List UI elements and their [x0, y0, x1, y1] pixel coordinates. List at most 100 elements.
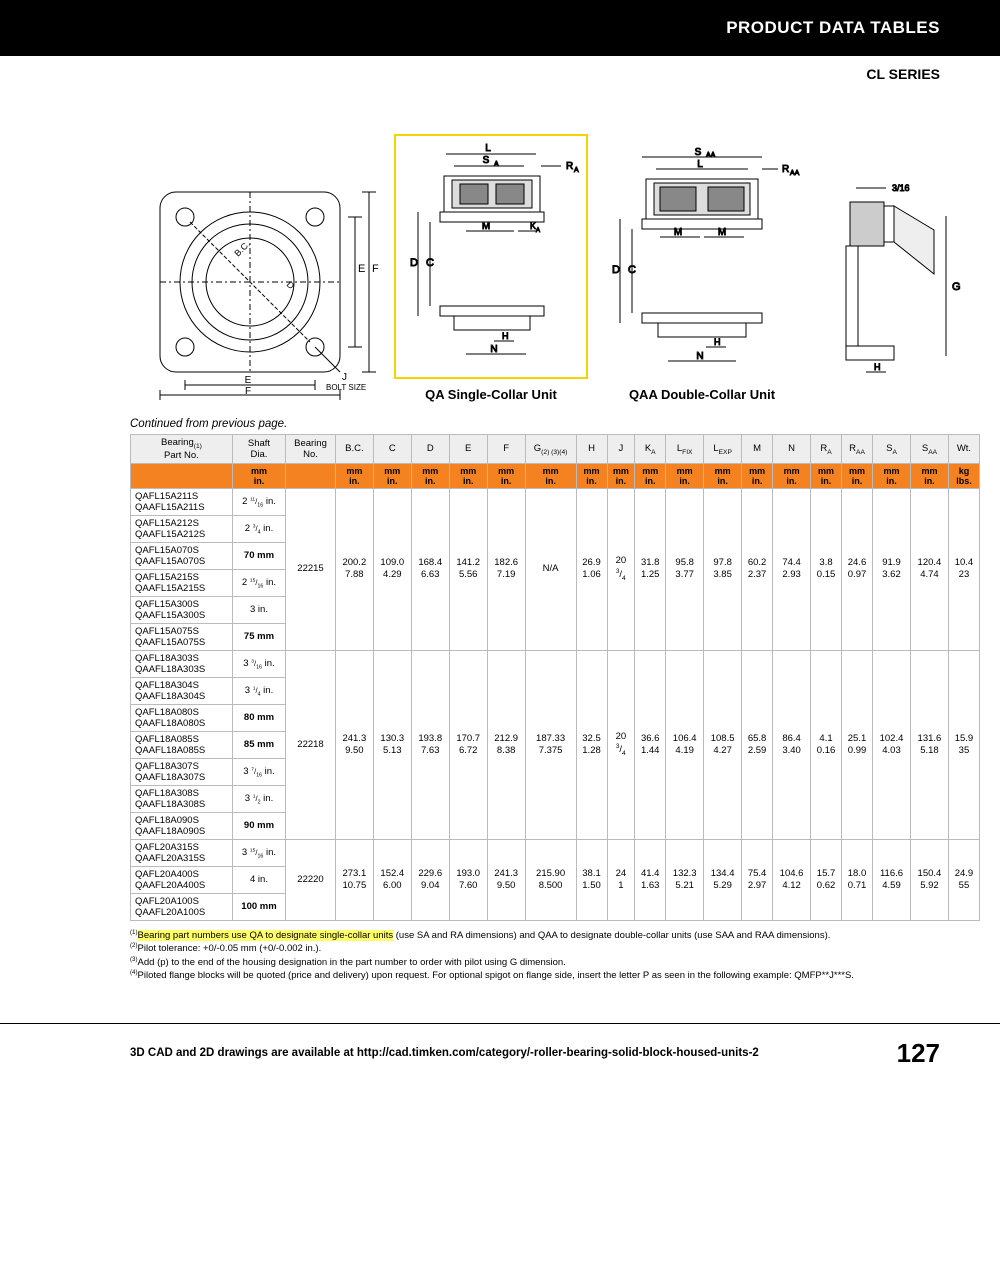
unit-header [286, 463, 336, 488]
dim-value: 74.42.93 [773, 488, 811, 650]
col-header: G(2) (3)(4) [525, 435, 576, 464]
diagram-row: E F E F J BOLT SIZE B.C. D L SA RA [0, 82, 1000, 412]
footnotes: (1)Bearing part numbers use QA to design… [0, 921, 1000, 983]
part-number: QAFL15A215SQAAFL15A215S [131, 569, 233, 596]
shaft-dia: 3 7/16 in. [232, 758, 285, 785]
dim-value: 15.935 [948, 650, 979, 839]
svg-text:D: D [612, 264, 620, 276]
dim-value: 120.44.74 [910, 488, 948, 650]
bearing-no: 22215 [286, 488, 336, 650]
svg-text:E: E [245, 375, 252, 386]
dim-value: 32.51.28 [576, 650, 607, 839]
svg-text:R: R [782, 164, 789, 175]
svg-text:H: H [714, 337, 721, 347]
dim-value: 24.955 [948, 839, 979, 920]
dim-value: 141.25.56 [449, 488, 487, 650]
svg-text:N: N [490, 344, 497, 355]
dim-value: 26.91.06 [576, 488, 607, 650]
col-header: LFIX [666, 435, 704, 464]
part-number: QAFL15A211SQAAFL15A211S [131, 488, 233, 515]
unit-header: mmin. [910, 463, 948, 488]
dim-value: 18.00.71 [842, 839, 873, 920]
svg-text:D: D [285, 279, 297, 291]
svg-text:R: R [566, 161, 573, 172]
part-number: QAFL15A300SQAAFL15A300S [131, 596, 233, 623]
footnote-1b: (use SA and RA dimensions) and QAA to de… [396, 930, 831, 941]
diagram-side: 3/16 H G [816, 166, 976, 402]
svg-text:AA: AA [790, 170, 800, 177]
unit-header [131, 463, 233, 488]
unit-header: mmin. [525, 463, 576, 488]
dim-value: 10.423 [948, 488, 979, 650]
part-number: QAFL18A085SQAAFL18A085S [131, 731, 233, 758]
dim-value: 212.98.38 [487, 650, 525, 839]
unit-header: mmin. [411, 463, 449, 488]
shaft-dia: 3 in. [232, 596, 285, 623]
dim-value: 91.93.62 [873, 488, 911, 650]
dim-value: 241.39.50 [487, 839, 525, 920]
dim-value: 36.61.44 [635, 650, 666, 839]
dim-value: 3.80.15 [811, 488, 842, 650]
dim-value: 24.60.97 [842, 488, 873, 650]
dim-value: 38.11.50 [576, 839, 607, 920]
dim-value: 130.35.13 [373, 650, 411, 839]
shaft-dia: 80 mm [232, 704, 285, 731]
unit-header: mmin. [576, 463, 607, 488]
unit-header: mmin. [373, 463, 411, 488]
dim-value: 95.83.77 [666, 488, 704, 650]
col-header: SAA [910, 435, 948, 464]
part-number: QAFL18A080SQAAFL18A080S [131, 704, 233, 731]
dim-value: 132.35.21 [666, 839, 704, 920]
svg-text:BOLT SIZE: BOLT SIZE [326, 383, 366, 392]
dim-value: 241.39.50 [335, 650, 373, 839]
unit-header: mmin. [232, 463, 285, 488]
data-table-wrap: Bearing(1)Part No.ShaftDia.BearingNo.B.C… [0, 434, 1000, 921]
diagram-qaa: SAA L RAA M M H N D C [602, 143, 802, 402]
qa-caption: QA Single-Collar Unit [425, 387, 557, 402]
shaft-dia: 2 3/4 in. [232, 515, 285, 542]
part-number: QAFL15A070SQAAFL15A070S [131, 542, 233, 569]
unit-header: mmin. [335, 463, 373, 488]
unit-header: mmin. [842, 463, 873, 488]
part-number: QAFL18A303SQAAFL18A303S [131, 650, 233, 677]
col-header: Bearing(1)Part No. [131, 435, 233, 464]
series-label: CL SERIES [0, 56, 1000, 82]
svg-text:C: C [426, 257, 434, 269]
dim-value: 200.27.88 [335, 488, 373, 650]
shaft-dia: 4 in. [232, 866, 285, 893]
diagram-flange: E F E F J BOLT SIZE B.C. D [130, 172, 380, 402]
col-header: H [576, 435, 607, 464]
footer-text: 3D CAD and 2D drawings are available at … [130, 1047, 759, 1059]
dim-value: 108.54.27 [704, 650, 742, 839]
col-header: E [449, 435, 487, 464]
dim-value: 170.76.72 [449, 650, 487, 839]
svg-text:F: F [372, 263, 379, 275]
header-bar: PRODUCT DATA TABLES [0, 0, 1000, 56]
dim-value: 75.42.97 [742, 839, 773, 920]
footnote-3: Add (p) to the end of the housing design… [138, 957, 566, 968]
part-number: QAFL18A090SQAAFL18A090S [131, 812, 233, 839]
svg-text:A: A [536, 228, 540, 234]
dim-value: 134.45.29 [704, 839, 742, 920]
table-row: QAFL15A211SQAAFL15A211S2 11/16 in.222152… [131, 488, 980, 515]
data-table: Bearing(1)Part No.ShaftDia.BearingNo.B.C… [130, 434, 980, 921]
dim-value: 4.10.16 [811, 650, 842, 839]
svg-text:S: S [695, 147, 702, 158]
col-header: LEXP [704, 435, 742, 464]
col-header: ShaftDia. [232, 435, 285, 464]
part-number: QAFL20A400SQAAFL20A400S [131, 866, 233, 893]
qa-svg: L SA RA M KA H N D [396, 136, 586, 372]
shaft-dia: 85 mm [232, 731, 285, 758]
svg-text:H: H [502, 331, 509, 341]
dim-value: 229.69.04 [411, 839, 449, 920]
svg-text:F: F [245, 386, 251, 397]
table-row: QAFL20A315SQAAFL20A315S3 15/16 in.222202… [131, 839, 980, 866]
col-header: SA [873, 435, 911, 464]
shaft-dia: 90 mm [232, 812, 285, 839]
table-row: QAFL18A303SQAAFL18A303S3 3/16 in.2221824… [131, 650, 980, 677]
unit-header: mmin. [449, 463, 487, 488]
shaft-dia: 2 11/16 in. [232, 488, 285, 515]
shaft-dia: 3 1/4 in. [232, 677, 285, 704]
col-header: C [373, 435, 411, 464]
dim-value: 31.81.25 [635, 488, 666, 650]
